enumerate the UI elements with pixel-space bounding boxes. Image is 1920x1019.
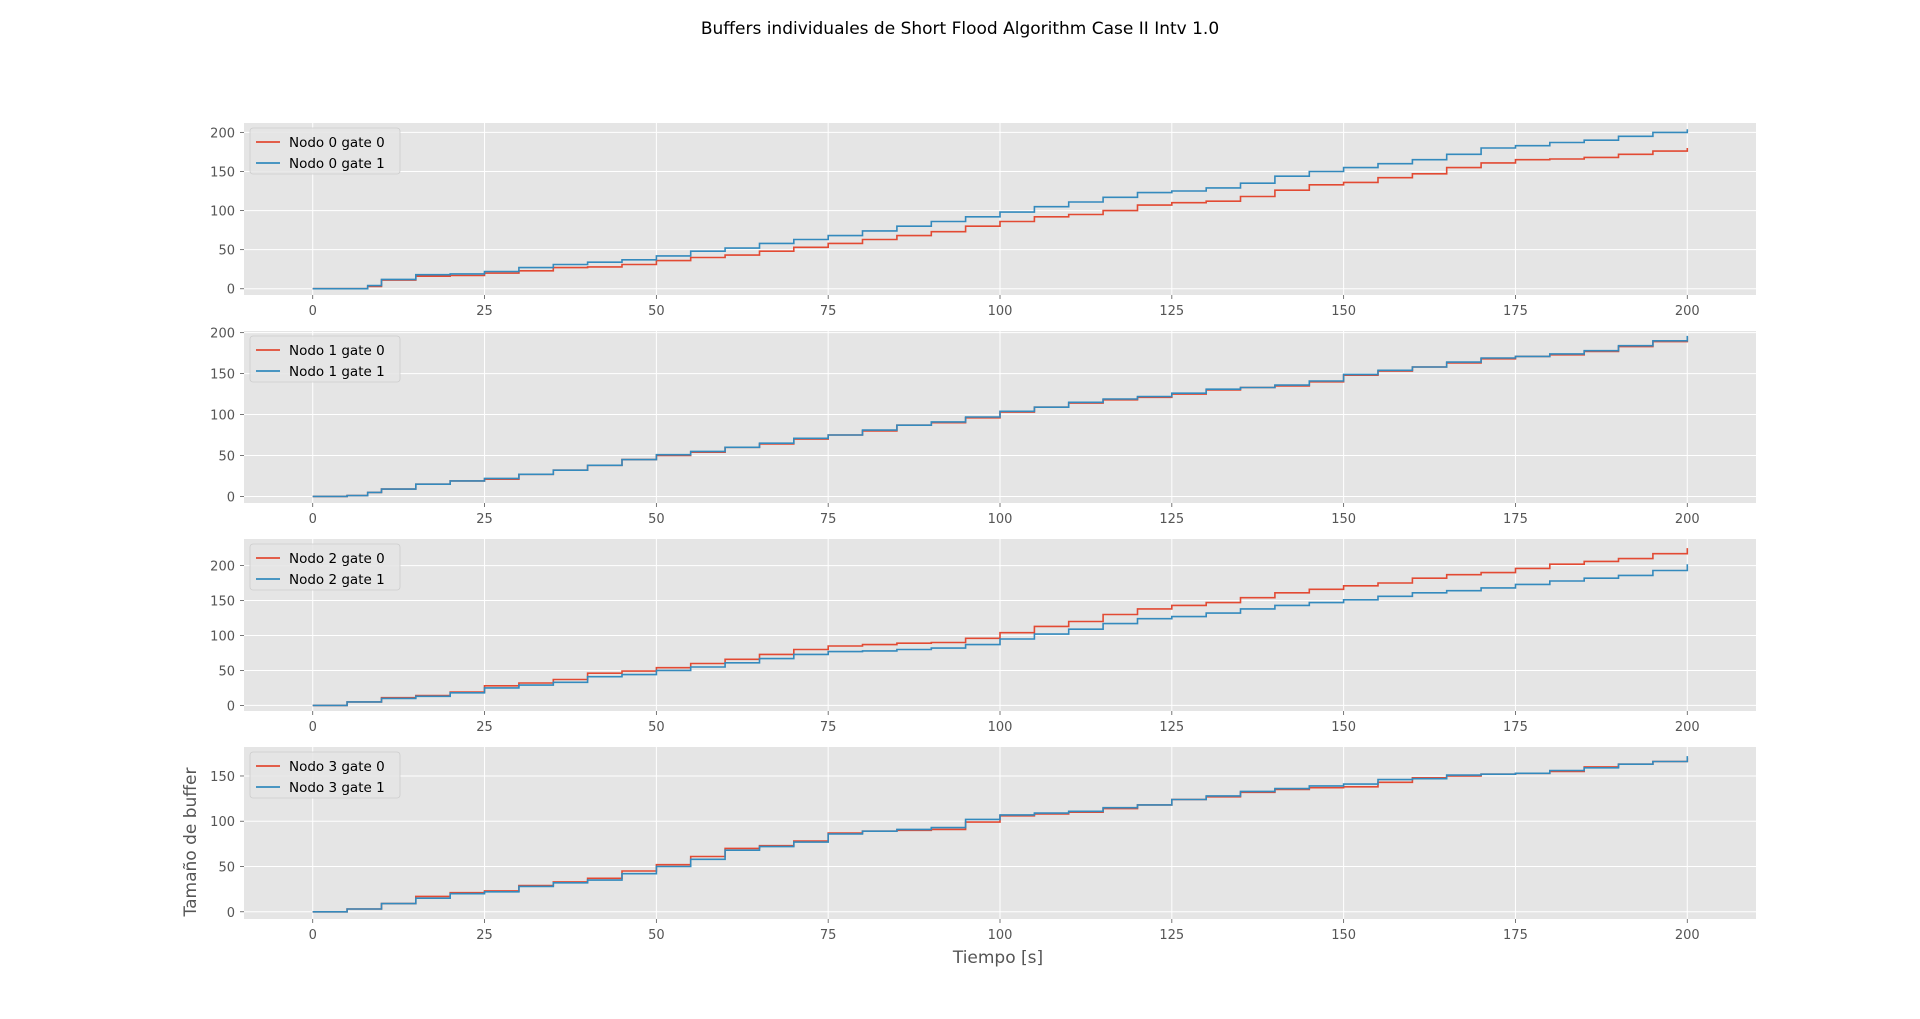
y-tick-label: 100 [210, 629, 235, 644]
x-tick-label: 200 [1675, 304, 1700, 319]
x-tick-label: 175 [1503, 928, 1528, 943]
x-tick-label: 100 [988, 928, 1013, 943]
x-tick-label: 50 [648, 512, 665, 527]
x-tick-label: 175 [1503, 512, 1528, 527]
y-tick-label: 50 [218, 449, 235, 464]
legend-label: Nodo 1 gate 0 [289, 343, 385, 359]
y-tick-label: 100 [210, 205, 235, 220]
x-tick-label: 25 [476, 720, 493, 735]
x-tick-label: 0 [309, 304, 317, 319]
x-tick-label: 125 [1159, 512, 1184, 527]
x-tick-label: 175 [1503, 720, 1528, 735]
x-tick-label: 125 [1159, 928, 1184, 943]
y-axis-label: Tamaño de buffer [181, 768, 201, 918]
y-tick-label: 0 [227, 490, 235, 505]
x-tick-label: 75 [820, 720, 837, 735]
y-tick-label: 150 [210, 595, 235, 610]
y-tick-label: 50 [218, 860, 235, 875]
x-tick-label: 50 [648, 928, 665, 943]
x-tick-label: 75 [820, 512, 837, 527]
legend-label: Nodo 3 gate 0 [289, 759, 385, 775]
x-tick-label: 0 [309, 928, 317, 943]
series-line-1 [312, 564, 1689, 707]
x-tick-label: 125 [1159, 720, 1184, 735]
legend: Nodo 2 gate 0 Nodo 2 gate 1 [249, 543, 401, 591]
x-tick-label: 75 [820, 304, 837, 319]
legend-label: Nodo 3 gate 1 [289, 780, 385, 796]
legend-label: Nodo 0 gate 1 [289, 156, 385, 172]
series-line-0 [312, 148, 1689, 290]
x-tick-label: 150 [1331, 304, 1356, 319]
subplot-1: 0 25 50 75 100 125 150 175 200 0 50 100 150 200 Nodo 1… [210, 327, 1756, 527]
x-tick-label: 200 [1675, 928, 1700, 943]
x-tick-label: 0 [309, 512, 317, 527]
x-axis-label: Tiempo [s] [952, 948, 1043, 968]
legend: Nodo 3 gate 0 Nodo 3 gate 1 [249, 751, 401, 799]
x-tick-label: 50 [648, 720, 665, 735]
series-line-1 [312, 756, 1689, 913]
legend-box [249, 751, 401, 799]
x-tick-label: 150 [1331, 928, 1356, 943]
legend-box [249, 127, 401, 175]
series-line-1 [312, 129, 1689, 290]
x-tick-label: 200 [1675, 512, 1700, 527]
x-tick-label: 200 [1675, 720, 1700, 735]
y-tick-label: 150 [210, 165, 235, 180]
x-tick-label: 0 [309, 720, 317, 735]
x-tick-label: 25 [476, 304, 493, 319]
x-tick-label: 175 [1503, 304, 1528, 319]
y-tick-label: 100 [210, 409, 235, 424]
y-tick-label: 0 [227, 699, 235, 714]
x-tick-label: 125 [1159, 304, 1184, 319]
x-tick-label: 25 [476, 928, 493, 943]
y-tick-label: 200 [210, 560, 235, 575]
subplot-0: 0 25 50 75 100 125 150 175 200 0 50 100 150 200 Nodo 0… [210, 123, 1756, 319]
x-tick-label: 50 [648, 304, 665, 319]
legend: Nodo 0 gate 0 Nodo 0 gate 1 [249, 127, 401, 175]
subplot-2: 0 25 50 75 100 125 150 175 200 0 50 100 150 200 Nodo 2… [210, 539, 1756, 735]
y-tick-label: 0 [227, 906, 235, 921]
y-tick-label: 0 [227, 283, 235, 298]
legend: Nodo 1 gate 0 Nodo 1 gate 1 [249, 335, 401, 383]
x-tick-label: 150 [1331, 720, 1356, 735]
chart-title: Buffers individuales de Short Flood Algo… [701, 19, 1219, 39]
subplot-3: 0 25 50 75 100 125 150 175 200 0 50 100 150 Nodo 3 ga… [210, 747, 1756, 943]
y-tick-label: 50 [218, 664, 235, 679]
y-tick-label: 100 [210, 815, 235, 830]
legend-box [249, 543, 401, 591]
x-tick-label: 100 [988, 512, 1013, 527]
y-tick-label: 150 [210, 770, 235, 785]
legend-label: Nodo 1 gate 1 [289, 364, 385, 380]
x-tick-label: 75 [820, 928, 837, 943]
x-tick-label: 150 [1331, 512, 1356, 527]
legend-label: Nodo 0 gate 0 [289, 135, 385, 151]
y-tick-label: 150 [210, 368, 235, 383]
x-tick-label: 100 [988, 720, 1013, 735]
x-tick-label: 25 [476, 512, 493, 527]
series-line-1 [312, 335, 1689, 498]
y-tick-label: 50 [218, 244, 235, 259]
legend-label: Nodo 2 gate 0 [289, 551, 385, 567]
y-tick-label: 200 [210, 126, 235, 141]
legend-label: Nodo 2 gate 1 [289, 572, 385, 588]
y-tick-label: 200 [210, 327, 235, 342]
subplots: 0 25 50 75 100 125 150 175 200 0 50 100 150 200 Nodo 0… [210, 123, 1756, 943]
legend-box [249, 335, 401, 383]
x-tick-label: 100 [988, 304, 1013, 319]
